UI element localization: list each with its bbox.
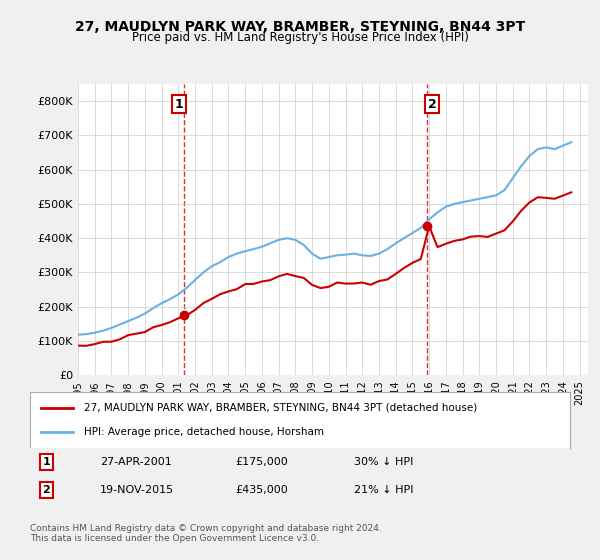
Text: 19-NOV-2015: 19-NOV-2015 bbox=[100, 485, 175, 495]
Text: 30% ↓ HPI: 30% ↓ HPI bbox=[354, 457, 413, 467]
Text: £175,000: £175,000 bbox=[235, 457, 288, 467]
Text: 1: 1 bbox=[174, 98, 183, 111]
Text: 27-APR-2001: 27-APR-2001 bbox=[100, 457, 172, 467]
Text: HPI: Average price, detached house, Horsham: HPI: Average price, detached house, Hors… bbox=[84, 427, 324, 437]
Text: Contains HM Land Registry data © Crown copyright and database right 2024.
This d: Contains HM Land Registry data © Crown c… bbox=[30, 524, 382, 543]
Text: 27, MAUDLYN PARK WAY, BRAMBER, STEYNING, BN44 3PT: 27, MAUDLYN PARK WAY, BRAMBER, STEYNING,… bbox=[75, 20, 525, 34]
Text: 27, MAUDLYN PARK WAY, BRAMBER, STEYNING, BN44 3PT (detached house): 27, MAUDLYN PARK WAY, BRAMBER, STEYNING,… bbox=[84, 403, 477, 413]
Text: 1: 1 bbox=[43, 457, 50, 467]
Text: 2: 2 bbox=[43, 485, 50, 495]
Text: 2: 2 bbox=[428, 98, 437, 111]
Text: 21% ↓ HPI: 21% ↓ HPI bbox=[354, 485, 413, 495]
Text: £435,000: £435,000 bbox=[235, 485, 288, 495]
Text: Price paid vs. HM Land Registry's House Price Index (HPI): Price paid vs. HM Land Registry's House … bbox=[131, 31, 469, 44]
